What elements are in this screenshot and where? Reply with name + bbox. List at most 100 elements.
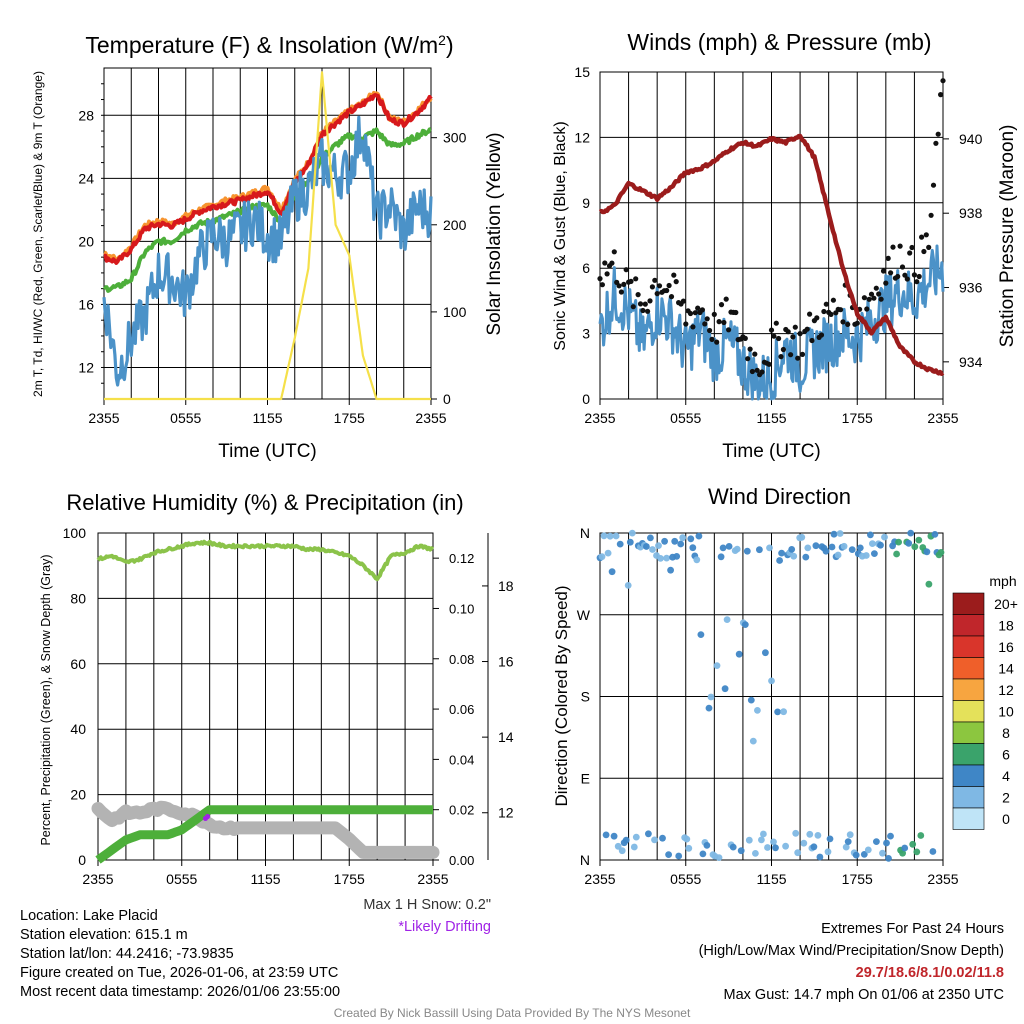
direction-point — [814, 832, 822, 839]
gust-point — [749, 368, 756, 375]
direction-point — [871, 550, 878, 557]
y2-tick-label: 300 — [443, 130, 467, 146]
colorbar-label: 8 — [1002, 725, 1010, 741]
direction-point — [764, 844, 771, 851]
gust-point — [692, 310, 698, 316]
direction-point — [754, 707, 761, 714]
gust-point — [928, 212, 934, 218]
gust-point — [754, 367, 760, 373]
direction-point — [651, 836, 658, 844]
direction-point — [929, 848, 937, 855]
gust-point — [699, 307, 706, 313]
title-close-paren: ) — [446, 32, 454, 58]
gust-point — [873, 285, 879, 291]
gust-point — [654, 291, 660, 297]
direction-point — [864, 846, 872, 854]
gust-point — [780, 346, 787, 353]
direction-point — [913, 848, 921, 856]
colorbar-label: 16 — [998, 639, 1014, 655]
y2-tick-label: 100 — [443, 304, 467, 320]
direction-point — [901, 844, 909, 852]
y-tick-label: 12 — [574, 129, 590, 145]
y2-tick-label: 936 — [959, 280, 983, 296]
gust-point — [926, 244, 932, 250]
series-line-2m-t — [103, 93, 433, 265]
direction-point — [873, 838, 880, 845]
direction-point — [657, 555, 664, 562]
direction-point — [729, 843, 737, 851]
direction-point — [816, 853, 824, 861]
direction-point — [600, 532, 608, 540]
colorbar-swatch — [952, 614, 985, 637]
gust-point — [747, 346, 753, 352]
colorbar-title: mph — [989, 573, 1016, 589]
gust-point — [630, 304, 636, 310]
direction-point — [931, 531, 939, 538]
y-tick-label: 24 — [78, 170, 94, 186]
colorbar-label: 18 — [998, 618, 1014, 634]
direction-point — [788, 546, 796, 553]
gust-point — [821, 308, 827, 315]
gust-point — [602, 260, 608, 266]
direction-point — [606, 532, 614, 540]
y-tick-label: N — [580, 852, 590, 868]
direction-point — [743, 547, 751, 555]
gust-point — [888, 270, 894, 276]
snow-notes: Max 1 H Snow: 0.2" *Likely Drifting — [363, 896, 491, 937]
x-tick-label: 1155 — [252, 410, 282, 426]
gust-point — [642, 301, 648, 307]
colorbar-label: 0 — [1002, 811, 1010, 827]
gust-point — [930, 182, 937, 188]
y-tick-label: 3 — [582, 326, 590, 342]
y3-tick-label: 16 — [498, 654, 514, 670]
gust-point — [897, 243, 903, 249]
direction-point — [713, 662, 721, 669]
direction-point — [749, 737, 757, 745]
x-tick-label: 2355 — [415, 410, 446, 426]
direction-point — [905, 539, 913, 547]
y-axis-title: Percent, Precipitation (Green), & Snow D… — [39, 554, 53, 845]
direction-point — [661, 537, 668, 545]
gust-point — [890, 244, 896, 250]
gust-point — [745, 356, 751, 362]
direction-point — [909, 840, 917, 848]
direction-point — [697, 631, 705, 638]
figure-created: Figure created on Tue, 2026-01-06, at 23… — [20, 965, 339, 981]
direction-point — [683, 835, 691, 843]
x-tick-label: 2355 — [82, 871, 113, 887]
colorbar-label: 4 — [1002, 768, 1010, 784]
title-superscript: 2 — [438, 32, 446, 48]
direction-point — [675, 852, 683, 860]
direction-point — [860, 851, 868, 858]
gust-point — [919, 234, 925, 240]
direction-point — [812, 542, 820, 550]
direction-point — [689, 544, 697, 552]
y-tick-label: 12 — [78, 359, 94, 375]
direction-point — [705, 704, 713, 712]
direction-point — [915, 536, 923, 544]
gust-point — [866, 296, 872, 302]
x-tick-label: 1755 — [334, 410, 365, 426]
x-tick-label: 2355 — [417, 871, 448, 887]
gust-point — [628, 278, 634, 284]
x-tick-label: 2355 — [927, 871, 958, 887]
x-axis-title: Time (UTC) — [722, 441, 821, 462]
y-tick-label: 100 — [63, 525, 87, 541]
gust-point — [830, 297, 837, 303]
y2-axis-title: Solar Insolation (Yellow) — [484, 132, 505, 335]
max-gust: Max Gust: 14.7 mph On 01/06 at 2350 UTC — [723, 987, 1004, 1003]
direction-point — [862, 552, 870, 559]
y-axis-title: 2m T, Td, HI/WC (Red, Green, Scarlet/Blu… — [31, 71, 45, 397]
gust-point — [683, 321, 689, 327]
gust-point — [649, 284, 656, 290]
y2-tick-label: 0 — [443, 391, 451, 407]
direction-point — [671, 537, 679, 545]
direction-point — [834, 551, 842, 559]
gust-point — [923, 232, 929, 238]
gust-point — [618, 289, 625, 295]
colorbar-swatch — [952, 657, 985, 680]
direction-point — [794, 849, 802, 857]
series-line-solar-insolation — [104, 71, 431, 401]
gust-point — [768, 327, 775, 333]
gust-point — [721, 319, 727, 326]
